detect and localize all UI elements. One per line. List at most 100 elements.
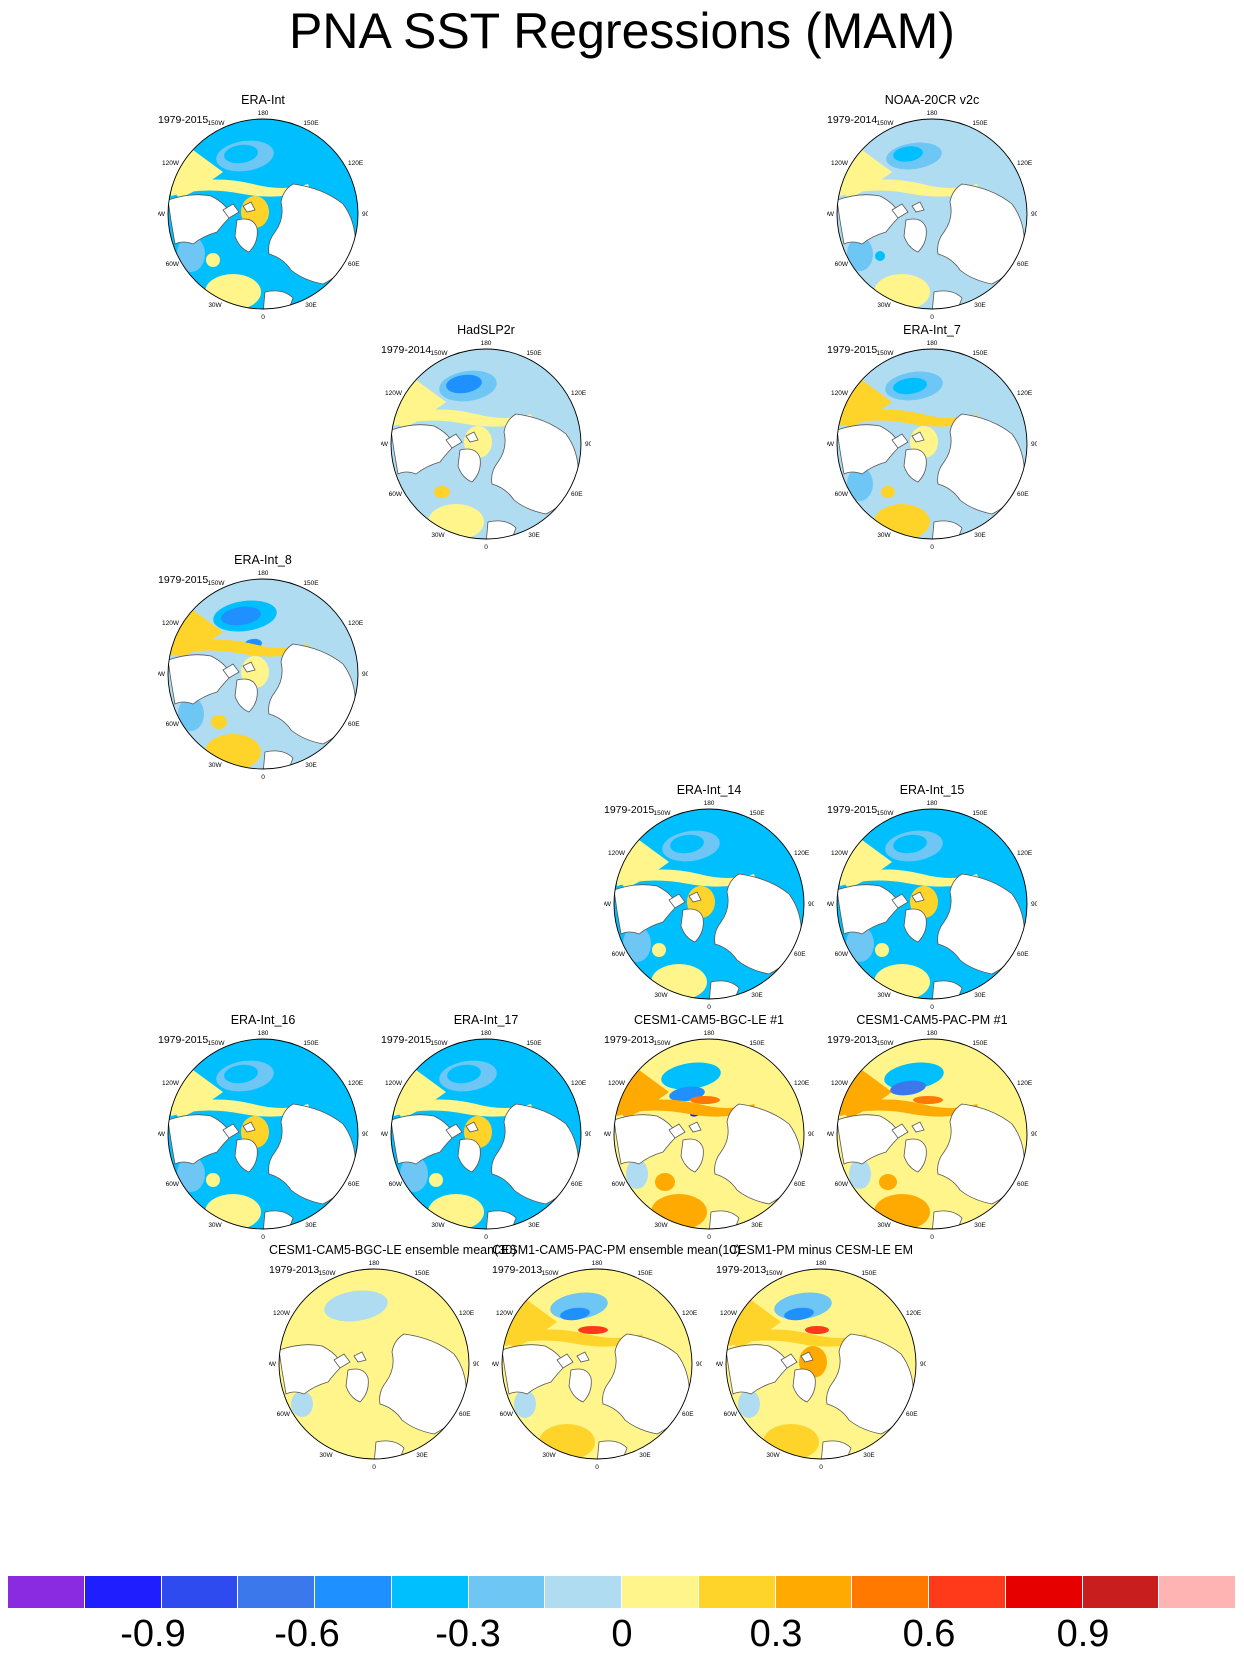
panel-years: 1979-2015 — [827, 344, 878, 356]
colorbar-swatch — [775, 1576, 853, 1608]
longitude-label: 90W — [604, 1131, 612, 1138]
longitude-label: 90W — [381, 441, 389, 448]
longitude-label: 0 — [484, 1234, 488, 1241]
atlantic-anomaly-region — [429, 1173, 443, 1187]
arctic-islands — [353, 1351, 367, 1363]
atlantic-anomaly-region — [206, 1173, 220, 1187]
colorbar-tick: 0.3 — [749, 1613, 803, 1655]
pacific-anomaly-region — [893, 146, 923, 162]
africa-landmass — [820, 1440, 852, 1459]
longitude-label: 90W — [492, 1361, 500, 1368]
pacific-anomaly-region — [221, 606, 261, 626]
longitude-label: 90W — [158, 211, 166, 218]
longitude-label: 150W — [877, 350, 895, 357]
north-america-landmass — [502, 1344, 566, 1395]
longitude-label: 90E — [1031, 441, 1037, 448]
atlantic-anomaly-region — [655, 1173, 675, 1191]
map-panel-era-int-14: ERA-Int_14 1979-2015 180 150W 150E 120W 120E… — [604, 783, 814, 1018]
pacific-anomaly-region — [224, 1064, 258, 1084]
greenland-landmass — [234, 1138, 258, 1173]
arctic-islands — [242, 201, 256, 213]
longitude-label: 90E — [362, 671, 368, 678]
longitude-label: 120W — [831, 390, 849, 397]
longitude-label: 150E — [303, 120, 319, 127]
panel-title: CESM1-CAM5-PAC-PM ensemble mean(10) — [492, 1243, 741, 1257]
polar-map: 180 150W 150E 120W 120E 90W 90E 60W 60E 30W 30E 0 — [827, 340, 1037, 551]
coastal-warm-band — [840, 1099, 980, 1117]
polar-map: 180 150W 150E 120W 120E 90W 90E 60W 60E 30W 30E 0 — [604, 800, 814, 1011]
panel-years: 1979-2015 — [158, 114, 209, 126]
longitude-label: 30E — [751, 992, 763, 999]
longitude-label: 30W — [877, 532, 891, 539]
longitude-label: 90E — [808, 1131, 814, 1138]
coastal-warm-band — [171, 1099, 311, 1117]
longitude-label: 60E — [571, 1181, 583, 1188]
north-america-landmass — [614, 884, 678, 935]
longitude-label: 180 — [816, 1260, 827, 1267]
north-america-landmass — [837, 1114, 901, 1165]
africa-landmass — [262, 750, 294, 769]
greenland-landmass — [903, 448, 927, 483]
longitude-label: 150E — [637, 1270, 653, 1277]
colorbar-swatch — [1005, 1576, 1083, 1608]
arctic-islands — [576, 1351, 590, 1363]
arctic-islands — [891, 203, 909, 219]
colorbar-tick: -0.9 — [120, 1613, 186, 1655]
atlantic-anomaly-region — [291, 1391, 313, 1417]
longitude-label: 30W — [208, 302, 222, 309]
longitude-label: 60W — [612, 1181, 626, 1188]
longitude-label: 60W — [166, 261, 180, 268]
longitude-label: 120W — [831, 1080, 849, 1087]
colorbar-swatch — [238, 1576, 315, 1608]
eurasia-landmass — [714, 873, 802, 975]
atlantic-anomaly-region — [879, 1174, 897, 1190]
arctic-islands — [465, 1121, 479, 1133]
longitude-label: 30W — [208, 1222, 222, 1229]
coastal-warm-band — [729, 1329, 869, 1347]
greenland-landmass — [568, 1368, 592, 1403]
longitude-label: 30E — [639, 1452, 651, 1459]
arctic-islands — [556, 1353, 574, 1369]
longitude-label: 30E — [528, 1222, 540, 1229]
colorbar-swatch — [161, 1576, 239, 1608]
colorbar-swatch — [315, 1576, 392, 1608]
polar-map: 180 150W 150E 120W 120E 90W 90E 60W 60E 30W 30E 0 — [381, 340, 591, 551]
colorbar-swatch — [1159, 1576, 1236, 1608]
atlantic-anomaly-region — [652, 943, 666, 957]
longitude-label: 180 — [704, 800, 715, 807]
longitude-label: 90E — [362, 211, 368, 218]
arctic-islands — [222, 663, 240, 679]
map-border — [613, 808, 805, 1000]
map-panel-era-int-15: ERA-Int_15 1979-2015 180 150W 150E 120W 120E… — [827, 783, 1037, 1018]
coastal-warm-band — [617, 1099, 757, 1117]
longitude-label: 90E — [473, 1361, 479, 1368]
map-border — [278, 1268, 470, 1460]
atlantic-anomaly-region — [178, 697, 204, 731]
atlantic-anomaly-region — [623, 926, 651, 962]
longitude-label: 90W — [716, 1361, 724, 1368]
arctic-islands — [911, 431, 925, 443]
colorbar — [8, 1576, 1236, 1608]
longitude-label: 180 — [704, 1030, 715, 1037]
longitude-label: 120W — [273, 1310, 291, 1317]
page-title: PNA SST Regressions (MAM) — [289, 3, 955, 59]
longitude-label: 0 — [484, 544, 488, 551]
longitude-label: 60W — [389, 1181, 403, 1188]
colorbar-swatch — [698, 1576, 776, 1608]
north-america-landmass — [391, 1114, 455, 1165]
longitude-label: 150W — [431, 1040, 449, 1047]
longitude-label: 90W — [269, 1361, 277, 1368]
longitude-label: 120W — [162, 160, 180, 167]
coastal-warm-band — [282, 1329, 422, 1347]
longitude-label: 90W — [604, 901, 612, 908]
pacific-anomaly-region — [893, 377, 927, 395]
longitude-label: 30E — [416, 1452, 428, 1459]
map-panel-cesm-pac-pm-1: CESM1-CAM5-PAC-PM #1 1979-2013 180 150W 15… — [827, 1013, 1037, 1248]
longitude-label: 120W — [496, 1310, 514, 1317]
longitude-label: 150E — [414, 1270, 430, 1277]
map-panel-pm-minus-le: CESM1-PM minus CESM-LE EM 1979-2013 180 1… — [716, 1243, 926, 1478]
longitude-label: 60E — [682, 1411, 694, 1418]
atlantic-anomaly-region — [847, 237, 873, 271]
colorbar-swatch — [391, 1576, 469, 1608]
coastal-warm-band — [840, 869, 980, 887]
